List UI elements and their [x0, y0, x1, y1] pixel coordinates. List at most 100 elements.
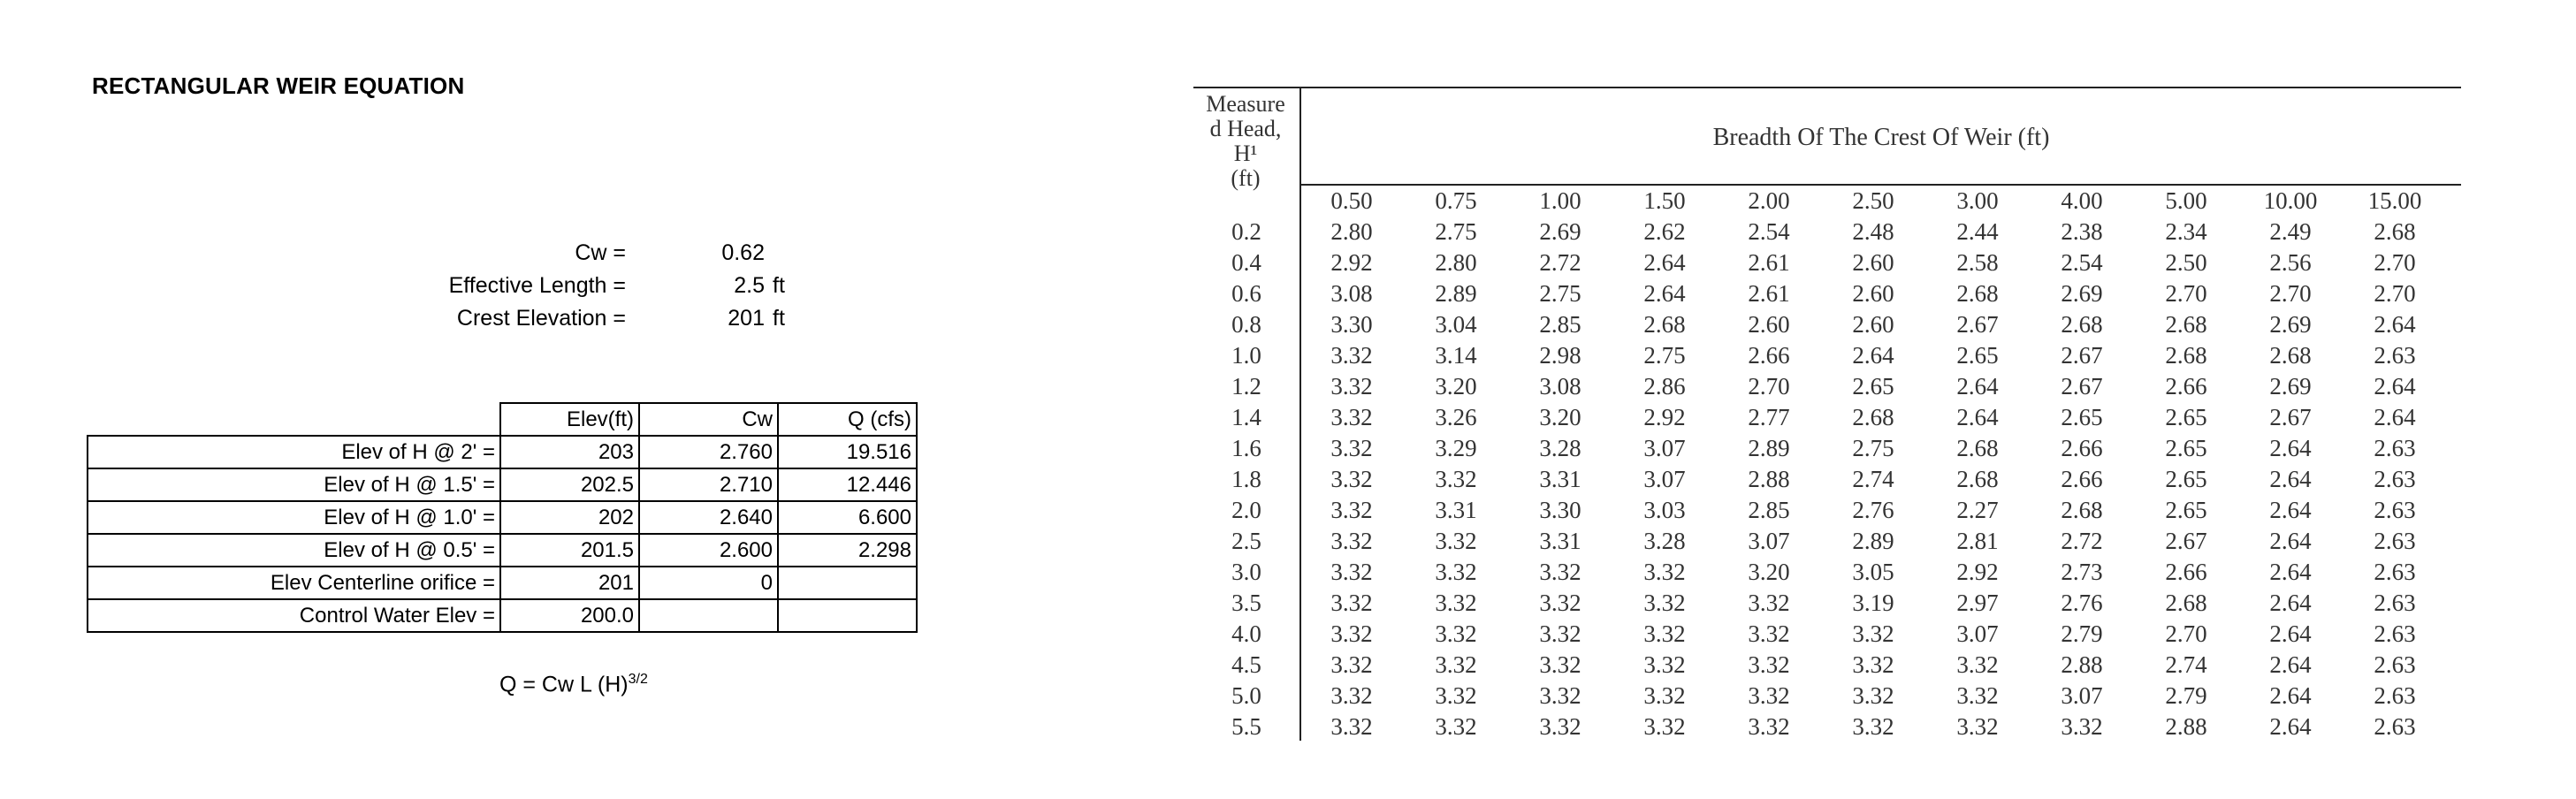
calc-header-q[interactable]: Q (cfs) — [777, 402, 918, 437]
coefficient-cell: 2.65 — [2165, 466, 2207, 492]
row-label[interactable]: Elev of H @ 1.0' = — [87, 500, 501, 535]
ref-table-row: 1.8 3.32 3.32 3.31 3.07 2.88 2.74 2.68 2.66 2.65 2… — [1193, 464, 2447, 495]
head-value-cell: 1.2 — [1231, 373, 1261, 400]
ref-table-row: 0.2 2.80 2.75 2.69 2.62 2.54 2.48 2.44 2.38 2.34 2… — [1193, 217, 2447, 247]
coefficient-cell: 2.85 — [1748, 497, 1790, 523]
coefficient-cell: 3.07 — [1643, 435, 1686, 461]
elev-cell[interactable]: 200.0 — [499, 598, 640, 633]
cw-cell[interactable]: 0 — [638, 566, 779, 600]
coefficient-cell: 3.32 — [1435, 620, 1477, 647]
breadth-header-cell: 10.00 — [2263, 187, 2318, 214]
coefficient-cell: 2.65 — [1852, 373, 1894, 400]
q-cell[interactable]: 2.298 — [777, 533, 918, 567]
coefficient-cell: 2.34 — [2165, 218, 2207, 245]
coefficient-cell: 3.32 — [1330, 590, 1373, 616]
row-label[interactable]: Elev of H @ 1.5' = — [87, 468, 501, 502]
top-rule — [1193, 87, 2461, 88]
coefficient-cell: 2.54 — [1748, 218, 1790, 245]
coefficient-cell: 2.65 — [2165, 435, 2207, 461]
coefficient-cell: 3.07 — [2061, 682, 2103, 709]
coefficient-cell: 2.70 — [2374, 280, 2416, 307]
coefficient-cell: 2.74 — [2165, 651, 2207, 678]
head-label-line: (ft) — [1231, 165, 1261, 191]
coefficient-cell: 3.32 — [1539, 620, 1581, 647]
coefficient-cell: 3.08 — [1330, 280, 1373, 307]
coefficient-cell: 2.68 — [2165, 590, 2207, 616]
row-label[interactable]: Control Water Elev = — [87, 598, 501, 633]
coefficient-cell: 3.32 — [1643, 713, 1686, 740]
param-label-effective-length: Effective Length = — [448, 273, 626, 298]
coefficient-cell: 2.64 — [2269, 590, 2312, 616]
coefficient-cell: 3.32 — [1435, 713, 1477, 740]
cw-cell[interactable]: 2.710 — [638, 468, 779, 502]
coefficient-cell: 3.28 — [1539, 435, 1581, 461]
ref-table-row: 3.0 3.32 3.32 3.32 3.32 3.20 3.05 2.92 2.73 2.66 2… — [1193, 557, 2447, 588]
table-row: Elev of H @ 1.0' = 202 2.640 6.600 — [87, 500, 918, 535]
calc-header-blank — [88, 403, 500, 436]
elev-cell[interactable]: 201.5 — [499, 533, 640, 567]
cw-cell[interactable]: 2.600 — [638, 533, 779, 567]
header-rule — [1299, 184, 2461, 186]
calc-header-cw[interactable]: Cw — [638, 402, 779, 437]
coefficient-cell: 2.67 — [2061, 342, 2103, 369]
coefficient-cell: 2.68 — [2269, 342, 2312, 369]
coefficient-cell: 3.32 — [1643, 590, 1686, 616]
q-cell[interactable]: 6.600 — [777, 500, 918, 535]
coefficient-cell: 2.97 — [1956, 590, 1999, 616]
coefficient-cell: 2.67 — [2061, 373, 2103, 400]
calc-header-elev[interactable]: Elev(ft) — [499, 402, 640, 437]
row-label[interactable]: Elev Centerline orifice = — [87, 566, 501, 600]
coefficient-cell: 2.86 — [1643, 373, 1686, 400]
coefficient-cell: 2.68 — [1852, 404, 1894, 430]
q-cell[interactable] — [777, 566, 918, 600]
coefficient-cell: 2.68 — [2165, 342, 2207, 369]
coefficient-cell: 2.68 — [2061, 497, 2103, 523]
coefficient-cell: 3.32 — [1643, 620, 1686, 647]
coefficient-cell: 2.62 — [1643, 218, 1686, 245]
coefficient-cell: 2.67 — [2269, 404, 2312, 430]
coefficient-cell: 2.64 — [2269, 713, 2312, 740]
q-cell[interactable]: 12.446 — [777, 468, 918, 502]
cw-cell[interactable]: 2.640 — [638, 500, 779, 535]
ref-table-row: 0.6 3.08 2.89 2.75 2.64 2.61 2.60 2.68 2.69 2.70 2… — [1193, 278, 2447, 309]
elev-cell[interactable]: 201 — [499, 566, 640, 600]
coefficient-cell: 2.70 — [2165, 280, 2207, 307]
coefficient-cell: 2.64 — [2269, 528, 2312, 554]
q-cell[interactable] — [777, 598, 918, 633]
coefficient-cell: 3.20 — [1539, 404, 1581, 430]
coefficient-cell: 3.32 — [1852, 651, 1894, 678]
breadth-header-cell: 1.50 — [1643, 187, 1686, 214]
coefficient-cell: 2.88 — [2165, 713, 2207, 740]
coefficient-cell: 2.65 — [2061, 404, 2103, 430]
param-unit-effective-length: ft — [773, 273, 785, 298]
coefficient-cell: 3.32 — [1956, 651, 1999, 678]
elev-cell[interactable]: 202 — [499, 500, 640, 535]
coefficient-cell: 3.30 — [1330, 311, 1373, 338]
coefficient-cell: 2.75 — [1435, 218, 1477, 245]
head-value-cell: 5.5 — [1231, 713, 1261, 740]
row-label[interactable]: Elev of H @ 2' = — [87, 435, 501, 469]
coefficient-cell: 2.68 — [2061, 311, 2103, 338]
breadth-header-row: 0.50 0.75 1.00 1.50 2.00 2.50 3.00 4.00 5.00 10.0… — [1193, 186, 2447, 217]
coefficient-cell: 3.32 — [1539, 651, 1581, 678]
coefficient-cell: 3.32 — [1748, 590, 1790, 616]
q-cell[interactable]: 19.516 — [777, 435, 918, 469]
cw-cell[interactable] — [638, 598, 779, 633]
coefficient-cell: 3.07 — [1956, 620, 1999, 647]
breadth-header-cell: 4.00 — [2061, 187, 2103, 214]
head-value-cell: 4.0 — [1231, 620, 1261, 647]
coefficient-cell: 2.67 — [1956, 311, 1999, 338]
elev-cell[interactable]: 203 — [499, 435, 640, 469]
head-value-cell: 5.0 — [1231, 682, 1261, 709]
coefficient-cell: 2.58 — [1956, 249, 1999, 276]
head-column-divider — [1299, 87, 1301, 741]
coefficient-cell: 2.64 — [1643, 280, 1686, 307]
breadth-title: Breadth Of The Crest Of Weir (ft) — [1712, 124, 2050, 151]
cw-cell[interactable]: 2.760 — [638, 435, 779, 469]
head-label-line: Measure — [1206, 91, 1285, 117]
coefficient-cell: 3.03 — [1643, 497, 1686, 523]
coefficient-cell: 2.73 — [2061, 559, 2103, 585]
row-label[interactable]: Elev of H @ 0.5' = — [87, 533, 501, 567]
elev-cell[interactable]: 202.5 — [499, 468, 640, 502]
coefficient-cell: 3.28 — [1643, 528, 1686, 554]
